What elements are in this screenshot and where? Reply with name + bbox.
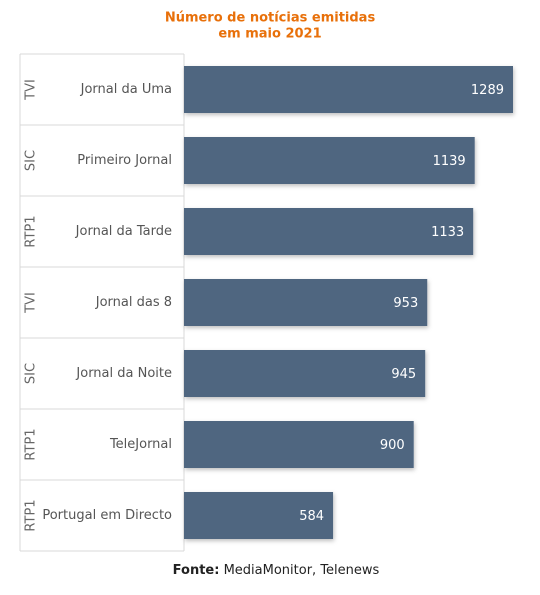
source: Fonte: MediaMonitor, Telenews (173, 563, 380, 578)
bar (184, 421, 414, 468)
group-label: RTP1 (24, 499, 39, 531)
group-label: SIC (24, 150, 39, 171)
value-label: 945 (391, 367, 416, 382)
value-label: 584 (299, 509, 324, 524)
group-label: RTP1 (24, 215, 39, 247)
source-label: Fonte: (173, 563, 220, 578)
group-label: TVI (24, 79, 39, 101)
category-label: Jornal da Noite (75, 366, 172, 381)
bar (184, 208, 474, 255)
value-label: 1289 (471, 83, 504, 98)
group-label: TVI (24, 292, 39, 314)
bar (184, 350, 426, 397)
bar (184, 279, 428, 326)
bar (184, 137, 475, 184)
source-text: MediaMonitor, Telenews (224, 563, 380, 578)
category-label: TeleJornal (109, 437, 172, 452)
value-label: 900 (380, 438, 405, 453)
chart-title: Número de notícias emitidas (165, 11, 376, 26)
value-label: 1139 (433, 154, 466, 169)
category-label: Primeiro Jornal (77, 153, 172, 168)
category-label: Jornal das 8 (95, 295, 172, 310)
bar (184, 66, 513, 113)
group-label: RTP1 (24, 428, 39, 460)
group-label: SIC (24, 363, 39, 384)
category-label: Portugal em Directo (42, 508, 172, 523)
value-label: 1133 (431, 225, 464, 240)
chart-title: em maio 2021 (218, 27, 321, 42)
category-label: Jornal da Tarde (75, 224, 172, 239)
value-label: 953 (393, 296, 418, 311)
category-label: Jornal da Uma (80, 82, 172, 97)
bar (184, 492, 334, 539)
